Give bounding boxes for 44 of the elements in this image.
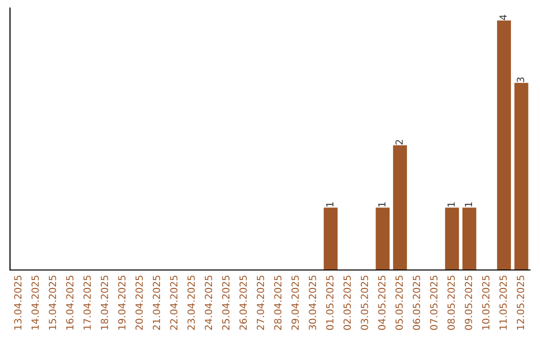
data-label: 3 <box>516 77 524 82</box>
x-tick-label: 05.05.2025 <box>395 276 403 330</box>
x-tick-label: 27.04.2025 <box>256 276 264 330</box>
x-tick-label: 23.04.2025 <box>187 276 195 330</box>
x-tick-label: 09.05.2025 <box>464 276 472 330</box>
x-tick-label: 20.04.2025 <box>135 276 143 330</box>
x-tick-label: 04.05.2025 <box>378 276 386 330</box>
x-tick-label: 11.05.2025 <box>499 276 507 330</box>
data-label: 1 <box>378 202 386 207</box>
x-tick-label: 02.05.2025 <box>343 276 351 330</box>
x-tick-label: 14.04.2025 <box>31 276 39 330</box>
bar <box>462 208 476 270</box>
x-tick-label: 08.05.2025 <box>447 276 455 330</box>
x-tick-label: 22.04.2025 <box>170 276 178 330</box>
x-tick-label: 17.04.2025 <box>83 276 91 330</box>
x-tick-label: 15.04.2025 <box>48 276 56 330</box>
bar <box>324 208 338 270</box>
x-tick-label: 25.04.2025 <box>222 276 230 330</box>
x-tick-label: 01.05.2025 <box>326 276 334 330</box>
data-label: 2 <box>395 140 403 145</box>
bar <box>445 208 459 270</box>
x-tick-label: 19.04.2025 <box>118 276 126 330</box>
data-label: 1 <box>448 202 455 207</box>
x-tick-label: 26.04.2025 <box>239 276 247 330</box>
x-tick-label: 07.05.2025 <box>430 276 438 330</box>
x-tick-label: 13.04.2025 <box>14 276 22 330</box>
x-tick-label: 28.04.2025 <box>274 276 282 330</box>
bar <box>393 145 407 270</box>
x-tick-label: 30.04.2025 <box>308 276 316 330</box>
x-tick-label: 06.05.2025 <box>412 276 420 330</box>
data-label: 1 <box>326 202 334 207</box>
bar <box>497 20 511 270</box>
bar <box>376 208 390 270</box>
x-tick-label: 24.04.2025 <box>204 276 212 330</box>
bar <box>514 82 528 270</box>
x-tick-label: 21.04.2025 <box>152 276 160 330</box>
data-label: 1 <box>464 202 472 207</box>
x-tick-label: 18.04.2025 <box>100 276 108 330</box>
x-tick-label: 16.04.2025 <box>66 276 74 330</box>
x-tick-label: 12.05.2025 <box>516 276 524 330</box>
x-tick-label: 29.04.2025 <box>291 276 299 330</box>
x-tick-label: 10.05.2025 <box>482 276 490 330</box>
x-tick-label: 03.05.2025 <box>360 276 368 330</box>
data-label: 4 <box>500 14 507 20</box>
